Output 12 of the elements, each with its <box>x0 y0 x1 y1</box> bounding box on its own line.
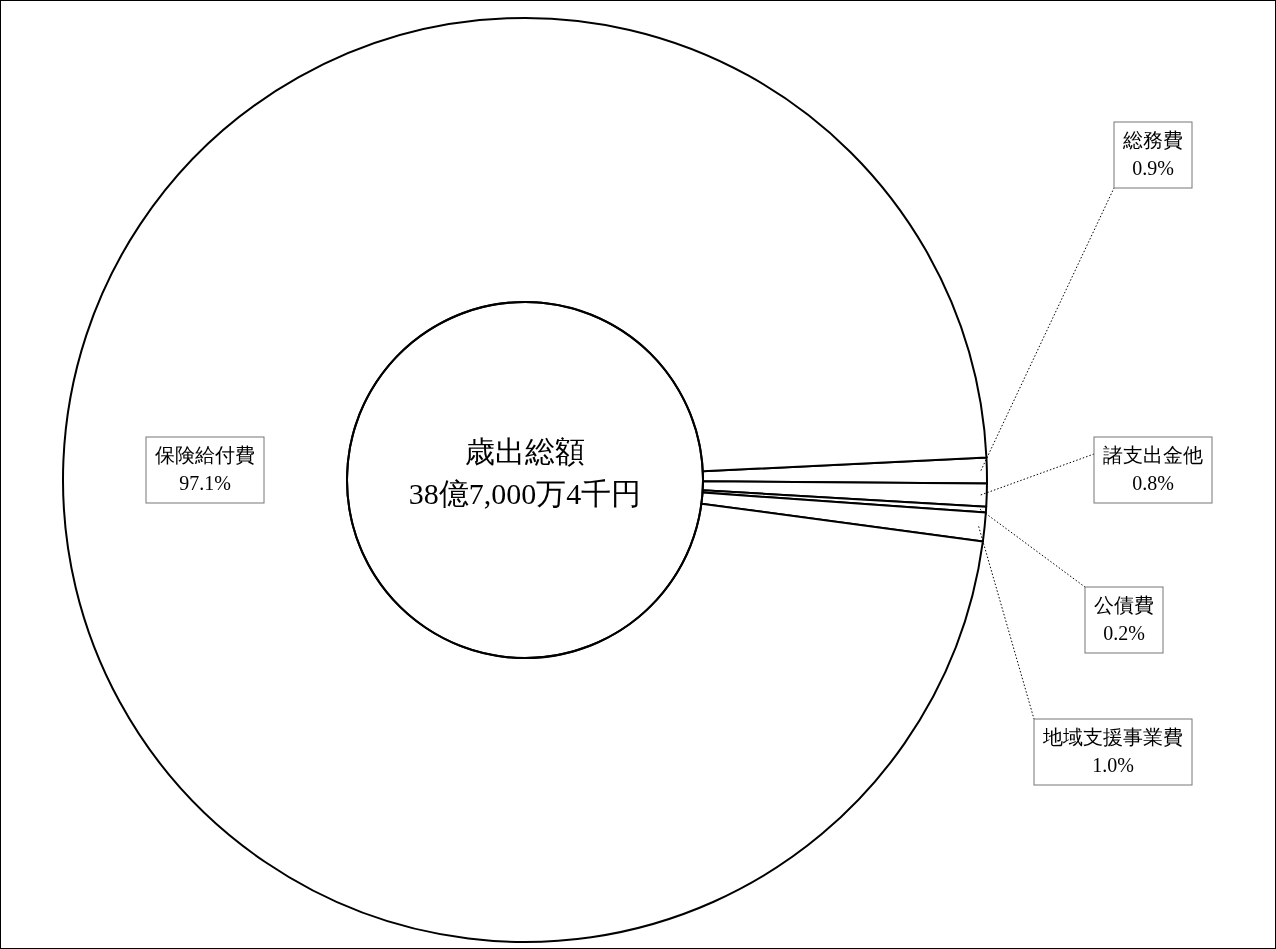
data-label: 1.0% <box>1092 754 1134 776</box>
slice-label: 公債費 <box>1094 594 1154 616</box>
text: 歳出総額 <box>465 435 585 468</box>
data-label: 0.2% <box>1103 622 1145 644</box>
slice-label: 保険給付費 <box>155 444 255 466</box>
data-label: 0.8% <box>1132 472 1174 494</box>
data-label: 0.9% <box>1132 157 1174 179</box>
slice-label: 地域支援事業費 <box>1042 726 1183 748</box>
slice-label: 総務費 <box>1122 129 1183 151</box>
data-label: 97.1% <box>179 472 231 494</box>
slice-label: 諸支出金他 <box>1103 444 1203 466</box>
text: 38億7,000万4千円 <box>408 477 642 510</box>
